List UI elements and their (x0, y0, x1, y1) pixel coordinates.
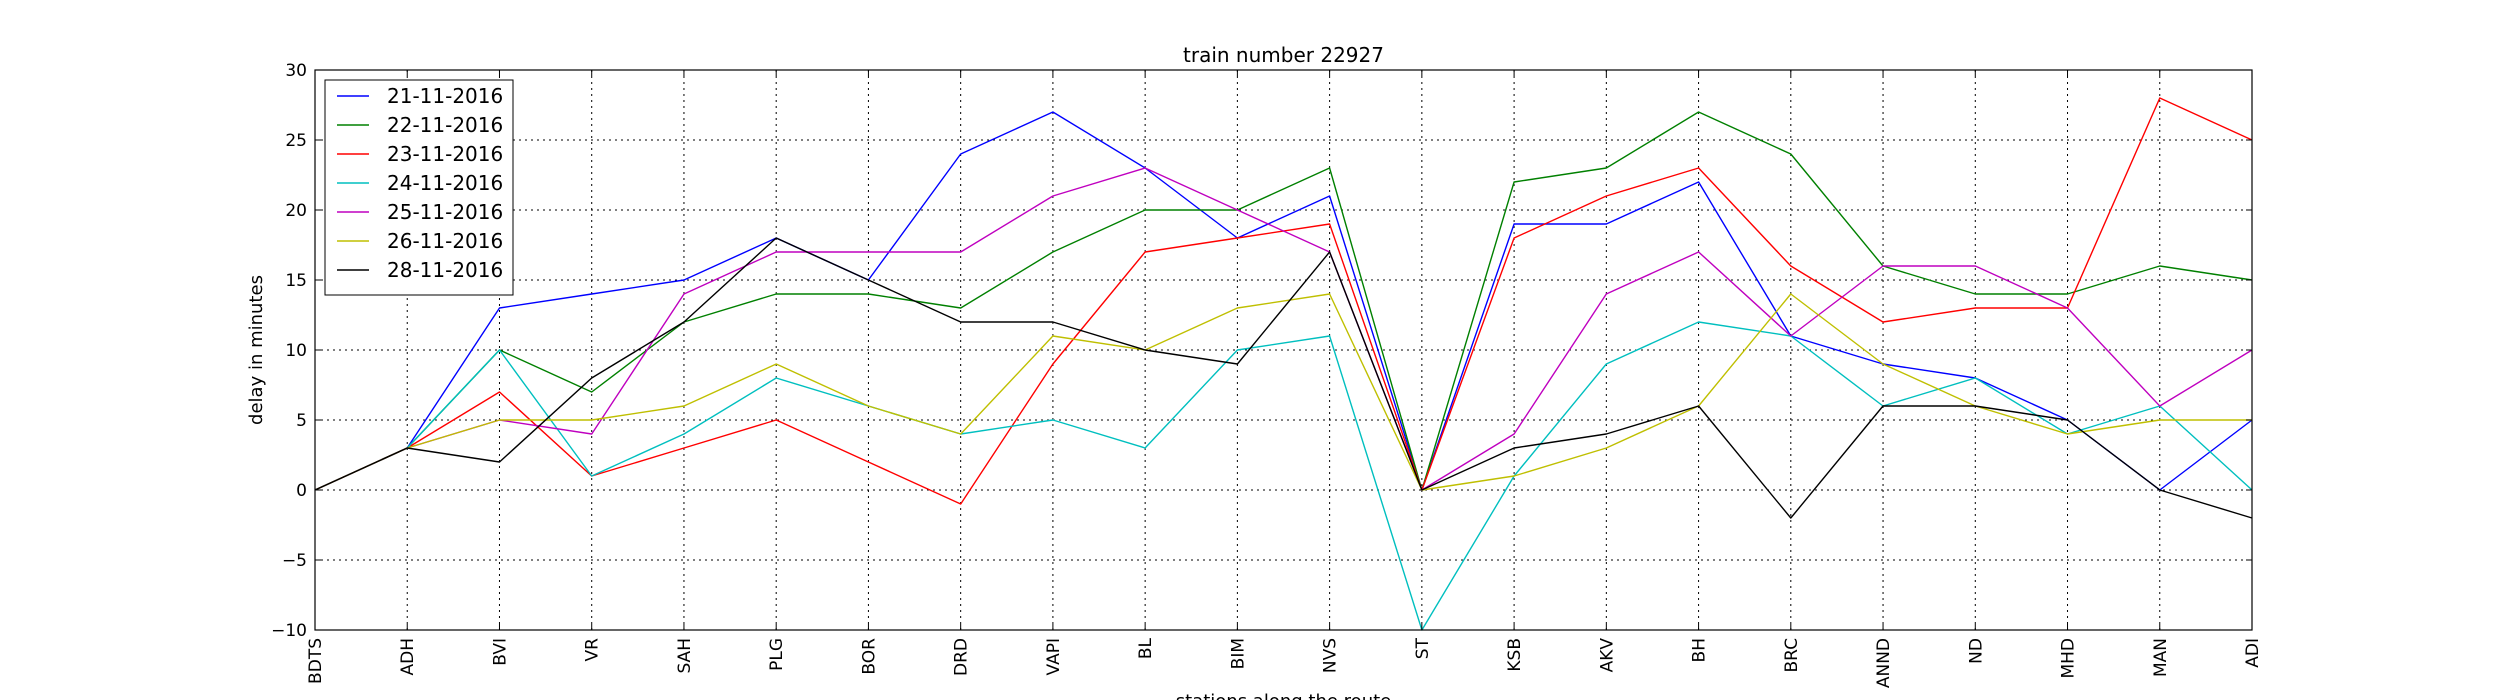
x-tick-label: VR (583, 638, 603, 662)
series-line (314, 111, 2253, 491)
x-tick-label: BL (1136, 637, 1156, 659)
x-tick-label: PLG (767, 638, 787, 671)
x-tick-label: BVI (490, 638, 510, 666)
series-line (314, 167, 2253, 491)
legend-label: 23-11-2016 (387, 142, 503, 166)
y-tick-label: 30 (285, 61, 307, 81)
y-axis-label: delay in minutes (246, 275, 267, 425)
legend-label: 28-11-2016 (387, 258, 503, 282)
x-tick-label: BRC (1782, 638, 1802, 673)
y-tick-label: 10 (285, 341, 307, 361)
series-line (314, 321, 2253, 631)
y-tick-label: −5 (282, 551, 307, 571)
x-tick-label: BDTS (306, 638, 326, 684)
x-tick-label: MAN (2151, 638, 2171, 677)
axis-ticks: −10 −5 0 5 10 15 20 25 30 BDTS ADH BVI VR SAH PLG BOR DR… (271, 61, 2263, 688)
series-lines (314, 97, 2253, 631)
x-tick-label: DRD (952, 638, 972, 676)
y-tick-label: 0 (296, 481, 307, 501)
grid-lines (315, 70, 2252, 630)
legend-label: 22-11-2016 (387, 113, 503, 137)
x-axis-label: stations along the route (1176, 691, 1391, 700)
x-tick-label: BIM (1228, 638, 1248, 669)
y-tick-label: 25 (285, 131, 307, 151)
legend-label: 24-11-2016 (387, 171, 503, 195)
x-tick-label: BH (1690, 638, 1710, 662)
x-tick-label: AKV (1597, 638, 1617, 673)
x-tick-label: ND (1966, 638, 1986, 664)
x-tick-label: ADH (398, 638, 418, 676)
x-tick-label: ANND (1874, 638, 1894, 688)
x-tick-label: SAH (675, 638, 695, 674)
series-line (314, 237, 2253, 519)
x-tick-label: VAPI (1044, 638, 1064, 675)
x-tick-label: ADI (2243, 638, 2263, 668)
x-tick-label: ST (1413, 637, 1433, 659)
legend-box (324, 79, 514, 296)
y-tick-label: 15 (285, 271, 307, 291)
x-tick-label: BOR (859, 638, 879, 675)
legend-label: 21-11-2016 (387, 84, 503, 108)
series-line (314, 293, 2252, 491)
x-tick-label: KSB (1505, 638, 1525, 672)
x-tick-label: MHD (2059, 638, 2079, 679)
y-tick-label: 20 (285, 201, 307, 221)
y-tick-label: 5 (296, 411, 307, 431)
plot-frame (314, 69, 2253, 631)
x-tick-label: NVS (1321, 638, 1341, 673)
chart-title: train number 22927 (1183, 43, 1384, 67)
legend: 21-11-2016 22-11-2016 23-11-2016 24-11-2016… (324, 79, 514, 296)
legend-label: 25-11-2016 (387, 200, 503, 224)
y-tick-label: −10 (271, 621, 307, 641)
series-line (314, 111, 2253, 491)
legend-label: 26-11-2016 (387, 229, 503, 253)
